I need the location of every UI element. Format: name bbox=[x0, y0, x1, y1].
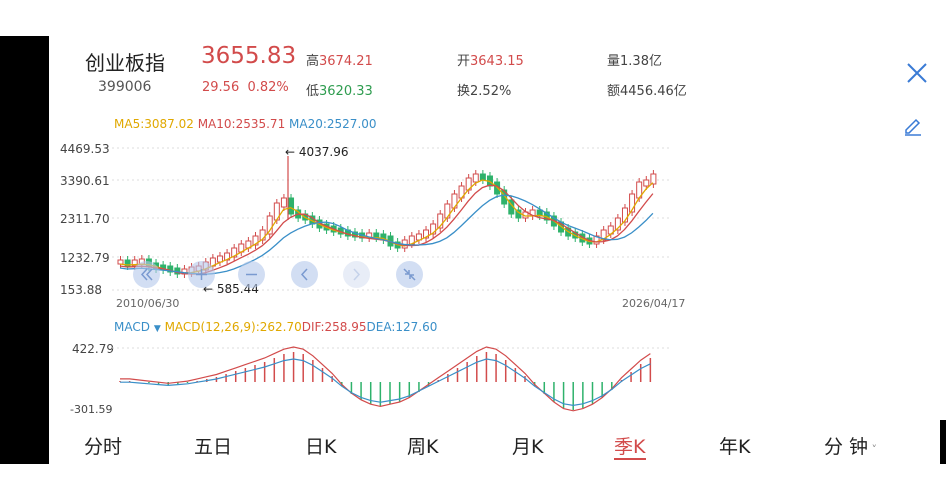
index-name: 创业板指 bbox=[85, 51, 165, 75]
close-icon[interactable] bbox=[904, 60, 930, 86]
kline-candle bbox=[600, 229, 607, 241]
change-percent: 0.82% bbox=[247, 80, 289, 95]
low-value: 3620.33 bbox=[319, 84, 373, 99]
kline-candle bbox=[437, 213, 444, 229]
kline-y-label: 153.88 bbox=[60, 283, 102, 297]
scroll-left-button[interactable] bbox=[291, 261, 318, 288]
chevron-down-icon: ˅ bbox=[868, 443, 878, 456]
kline-candle bbox=[593, 235, 600, 245]
low-stat: 低3620.33 bbox=[306, 80, 373, 99]
tab-yearly-k[interactable]: 年K bbox=[719, 436, 751, 458]
left-letterbox bbox=[0, 36, 49, 464]
price-change: 29.56 0.82% bbox=[202, 80, 289, 95]
amount-label: 额 bbox=[607, 84, 621, 99]
kline-candle bbox=[643, 179, 650, 187]
volume-stat: 量1.38亿 bbox=[607, 50, 662, 69]
macd-y-top: 422.79 bbox=[72, 342, 114, 356]
period-tab-bar bbox=[49, 420, 939, 470]
kline-candle bbox=[472, 173, 479, 183]
turnover-label: 换 bbox=[457, 84, 471, 99]
kline-candle bbox=[614, 217, 621, 231]
macd-dif-line bbox=[120, 346, 651, 412]
kline-y-label: 3390.61 bbox=[60, 174, 110, 188]
kline-candle bbox=[650, 173, 657, 185]
ma20-value: MA20:2527.00 bbox=[289, 117, 377, 131]
kline-candle bbox=[430, 223, 437, 235]
zoom-in-button[interactable] bbox=[188, 261, 215, 288]
tab-daily-k[interactable]: 日K bbox=[305, 436, 337, 458]
open-value: 3643.15 bbox=[470, 54, 524, 69]
macd-chart[interactable] bbox=[112, 336, 672, 416]
kline-candle bbox=[629, 193, 636, 213]
ma10-value: MA10:2535.71 bbox=[197, 117, 286, 131]
tab-weekly-k[interactable]: 周K bbox=[407, 436, 439, 458]
macd-params: MACD(12,26,9):262.70 bbox=[164, 320, 302, 334]
kline-y-label: 4469.53 bbox=[60, 142, 110, 156]
tab-monthly-k[interactable]: 月K bbox=[512, 436, 544, 458]
macd-legend: MACD ▼ MACD(12,26,9):262.70DIF:258.95DEA… bbox=[114, 320, 437, 334]
exit-fullscreen-icon[interactable] bbox=[396, 261, 423, 288]
kline-candle bbox=[288, 197, 295, 215]
tab-quarterly-k[interactable]: 季K bbox=[614, 436, 646, 458]
end-date: 2026/04/17 bbox=[622, 297, 686, 310]
active-tab-indicator bbox=[614, 458, 646, 460]
kline-candle bbox=[479, 173, 486, 181]
tab-minute[interactable]: 分 钟 ˅ bbox=[824, 432, 877, 459]
scroll-to-start-button[interactable] bbox=[133, 261, 160, 288]
ma5-value: MA5:3087.02 bbox=[114, 117, 194, 131]
open-label: 开 bbox=[457, 54, 471, 69]
macd-dropdown-icon[interactable]: ▼ bbox=[153, 324, 161, 334]
kline-candle bbox=[266, 215, 273, 235]
edit-pencil-icon[interactable] bbox=[902, 114, 924, 136]
kline-max-label: ← 4037.96 bbox=[285, 145, 349, 159]
macd-dea-line bbox=[120, 358, 651, 407]
kline-candle bbox=[124, 259, 131, 267]
turnover-stat: 换2.52% bbox=[457, 80, 511, 99]
macd-dif: DIF:258.95 bbox=[301, 320, 367, 334]
change-value: 29.56 bbox=[202, 80, 240, 95]
kline-candle bbox=[423, 229, 430, 239]
ma5-line bbox=[119, 179, 654, 274]
macd-y-bottom: -301.59 bbox=[70, 403, 113, 416]
kline-candle bbox=[167, 265, 174, 273]
open-stat: 开3643.15 bbox=[457, 50, 524, 69]
right-letterbox bbox=[940, 420, 946, 464]
kline-candle bbox=[351, 231, 358, 238]
index-code: 399006 bbox=[98, 79, 152, 95]
volume-label: 量 bbox=[607, 54, 621, 69]
high-value: 3674.21 bbox=[319, 54, 373, 69]
macd-title: MACD bbox=[114, 320, 150, 334]
current-price: 3655.83 bbox=[201, 43, 297, 69]
low-label: 低 bbox=[306, 84, 320, 99]
macd-dea: DEA:127.60 bbox=[366, 320, 438, 334]
kline-y-label: 2311.70 bbox=[60, 212, 110, 226]
kline-candle bbox=[621, 207, 628, 223]
kline-candle bbox=[280, 197, 287, 208]
ma-legend: MA5:3087.02 MA10:2535.71 MA20:2527.00 bbox=[114, 117, 377, 131]
kline-candle bbox=[117, 259, 124, 265]
tab-minute-label: 分 钟 bbox=[824, 436, 869, 458]
volume-value: 1.38亿 bbox=[620, 54, 662, 69]
high-stat: 高3674.21 bbox=[306, 50, 373, 69]
kline-y-label: 1232.79 bbox=[60, 251, 110, 265]
amount-value: 4456.46亿 bbox=[620, 84, 687, 99]
scroll-right-button[interactable] bbox=[343, 261, 370, 288]
start-date: 2010/06/30 bbox=[116, 297, 180, 310]
kline-candle bbox=[231, 247, 238, 258]
amount-stat: 额4456.46亿 bbox=[607, 80, 687, 99]
zoom-out-button[interactable] bbox=[238, 261, 265, 288]
tab-five-day[interactable]: 五日 bbox=[194, 436, 233, 458]
tab-intraday[interactable]: 分时 bbox=[84, 436, 123, 458]
high-label: 高 bbox=[306, 54, 320, 69]
turnover-value: 2.52% bbox=[470, 84, 512, 99]
kline-candle bbox=[252, 235, 259, 246]
